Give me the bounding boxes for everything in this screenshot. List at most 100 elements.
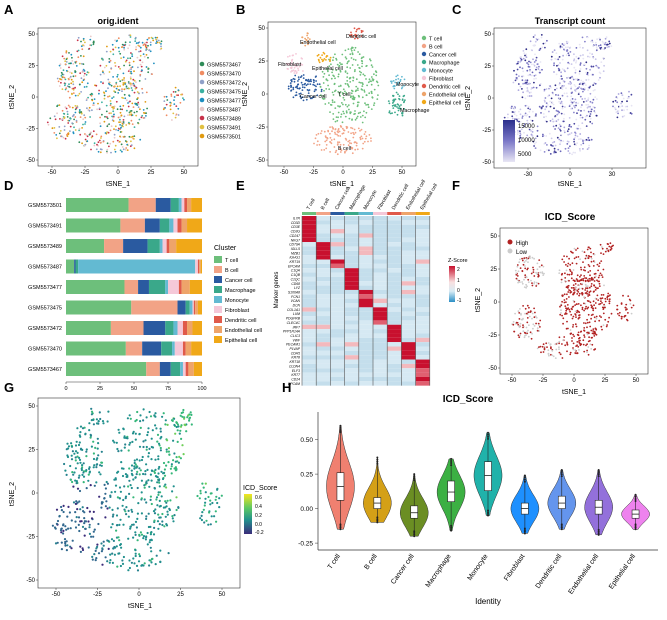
legend-label: Epithelial cell	[429, 101, 461, 107]
icd-score-point	[138, 553, 141, 556]
outlier-point	[339, 426, 342, 429]
icd-point	[579, 279, 582, 282]
icd-point	[561, 314, 563, 317]
icd-score-point	[91, 555, 94, 559]
icd-point	[600, 274, 603, 276]
icd-point	[609, 294, 611, 297]
icd-score-point	[128, 492, 131, 495]
count-point	[518, 120, 520, 123]
icd-score-point	[121, 559, 124, 562]
count-point	[513, 105, 516, 108]
icd-score-point	[121, 504, 124, 507]
icd-score-point	[159, 549, 162, 552]
heatmap-cell	[358, 276, 373, 282]
icd-point	[563, 301, 566, 304]
icd-score-point	[84, 527, 87, 531]
sample-point	[112, 106, 115, 109]
icd-point	[563, 261, 565, 263]
sample-point	[86, 82, 89, 85]
icd-point	[575, 256, 578, 259]
heatmap-cell	[302, 220, 317, 225]
heatmap-cell	[415, 359, 430, 364]
icd-score-point	[123, 508, 126, 511]
count-point	[569, 80, 572, 83]
count-point	[551, 91, 554, 94]
count-point	[561, 86, 564, 88]
cell-point	[305, 84, 308, 87]
heatmap-cell	[373, 329, 388, 334]
cell-point	[397, 93, 399, 96]
icd-score-point	[72, 473, 75, 476]
sample-point	[69, 106, 71, 108]
heatmap-cell	[387, 237, 402, 243]
icd-score-point	[150, 458, 153, 461]
heatmap-cell	[330, 246, 345, 251]
icd-score-point	[118, 523, 121, 527]
icd-point	[527, 281, 530, 284]
sample-point	[61, 73, 64, 76]
icd-point	[580, 266, 582, 269]
icd-score-point	[177, 461, 180, 464]
heatmap-cell	[373, 276, 388, 282]
cell-point	[354, 46, 357, 49]
panel-e: T cell B cell Cancer cellMacrophageMonocyt…	[274, 179, 468, 386]
panel-label-c: C	[452, 2, 462, 17]
count-point	[573, 122, 576, 125]
icd-point	[530, 337, 533, 340]
heatmap-cell	[316, 276, 331, 282]
cell-point	[329, 151, 331, 153]
cell-point	[318, 143, 321, 146]
cell-point	[355, 142, 358, 145]
count-point	[584, 139, 587, 142]
sample-point	[87, 96, 89, 99]
sample-point	[172, 91, 175, 93]
cell-point	[335, 116, 338, 118]
sample-point	[118, 121, 120, 124]
icd-score-point	[92, 423, 95, 426]
count-point	[545, 105, 548, 108]
legend-label: GSM5573477	[207, 99, 241, 105]
icd-score-point	[74, 502, 77, 505]
cell-point	[368, 78, 371, 81]
heatmap-cell	[373, 294, 388, 299]
count-point	[535, 113, 537, 116]
cell-point	[365, 104, 367, 106]
outlier-point	[376, 521, 379, 524]
icd-point	[518, 336, 521, 339]
icd-score-point	[84, 432, 87, 435]
cell-point	[352, 136, 355, 139]
heatmap-cell	[302, 259, 317, 264]
legend-marker	[199, 88, 205, 94]
count-point	[577, 93, 580, 95]
cell-point	[356, 105, 359, 108]
cell-point	[316, 83, 319, 86]
x-tick-label: 100	[197, 386, 206, 392]
stacked-bar-segment	[182, 362, 186, 376]
icd-point	[514, 312, 516, 315]
sample-point	[128, 64, 131, 67]
icd-score-point	[200, 518, 203, 522]
sample-point	[85, 85, 88, 88]
icd-score-point	[71, 471, 74, 474]
heatmap-cell	[373, 250, 388, 256]
count-point	[582, 90, 584, 93]
cell-point	[401, 86, 404, 88]
cell-point	[287, 55, 289, 58]
cell-point	[360, 71, 362, 74]
icd-score-point	[122, 498, 125, 502]
heatmap-cell	[344, 346, 359, 351]
heatmap-column-label: B cell	[320, 197, 331, 211]
count-point	[558, 138, 561, 141]
sample-point	[155, 38, 158, 41]
outlier-point	[560, 471, 563, 474]
icd-point	[539, 271, 542, 274]
icd-score-point	[58, 515, 61, 518]
icd-score-point	[218, 497, 221, 500]
count-point	[542, 113, 545, 115]
heatmap-cell	[373, 224, 388, 230]
count-point	[570, 132, 573, 134]
icd-score-point	[178, 455, 181, 458]
sample-point	[59, 67, 62, 69]
sample-point	[127, 47, 129, 50]
icd-point	[536, 262, 539, 265]
